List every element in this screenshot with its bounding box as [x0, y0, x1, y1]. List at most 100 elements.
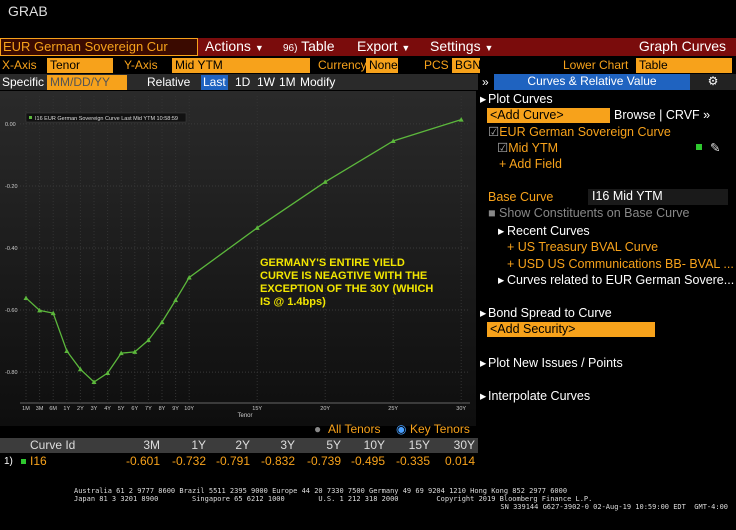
table-header: 5Y — [326, 438, 341, 452]
related-curves[interactable]: Curves related to EUR German Sovere... — [507, 273, 735, 287]
radio-label[interactable]: Key Tenors — [410, 422, 470, 436]
table-cell: -0.832 — [260, 454, 295, 468]
row-swatch — [21, 459, 26, 464]
table-header: 10Y — [363, 438, 385, 452]
recent-curve[interactable]: + USD US Communications BB- BVAL ... — [507, 257, 734, 271]
curve-point — [50, 310, 56, 316]
legend-box — [25, 112, 187, 123]
section-title[interactable]: Plot Curves — [488, 92, 553, 106]
radio-off[interactable]: ● — [314, 422, 322, 436]
x-tick-label: 6Y — [131, 406, 138, 412]
add-curve-field[interactable]: <Add Curve> — [487, 108, 610, 123]
curve-point — [37, 307, 43, 313]
table-cell: -0.495 — [350, 454, 385, 468]
window-title: GRAB — [8, 3, 48, 19]
section-arrow: ▸ — [480, 389, 487, 403]
y-tick-label: -0.20 — [5, 184, 18, 190]
table-cell: -0.335 — [395, 454, 430, 468]
y-tick-label: -0.60 — [5, 308, 18, 314]
table-cell: -0.601 — [125, 454, 160, 468]
field-name: Mid YTM — [508, 141, 558, 155]
date-field[interactable]: MM/DD/YY — [47, 75, 127, 90]
range-button[interactable]: 1W — [257, 75, 275, 89]
menu-label: Table — [301, 38, 335, 54]
panel-tab[interactable]: Curves & Relative Value — [494, 74, 690, 90]
table-header: 30Y — [453, 438, 475, 452]
lower-chart-field[interactable]: Table — [636, 58, 732, 73]
x-tick-label: 6M — [49, 406, 57, 412]
gear-icon[interactable]: ⚙ — [690, 74, 736, 90]
export-menu[interactable]: Export ▼ — [357, 38, 411, 54]
table-header: Curve Id — [30, 438, 76, 452]
collapse-icon[interactable]: » — [482, 75, 489, 89]
toolbar-label: Y-Axis — [124, 58, 158, 72]
pcs-field[interactable]: BGN — [452, 58, 481, 73]
section-title[interactable]: Plot New Issues / Points — [488, 356, 623, 370]
curve-point — [145, 337, 151, 343]
curve-name: EUR German Sovereign Curve — [499, 125, 671, 139]
range-button[interactable]: 1M — [279, 75, 296, 89]
section-title[interactable]: Interpolate Curves — [488, 389, 591, 403]
x-tick-label: 1M — [22, 406, 30, 412]
base-curve-label: Base Curve — [488, 190, 554, 204]
curve-point — [132, 349, 138, 354]
x-tick-label: 10Y — [184, 406, 194, 412]
security-field[interactable]: EUR German Sovereign Cur — [0, 38, 198, 56]
x-axis-label: Tenor — [237, 413, 252, 419]
actions-menu[interactable]: Actions ▼ — [205, 38, 264, 54]
x-tick-label: 1Y — [63, 406, 70, 412]
section-title[interactable]: Bond Spread to Curve — [488, 306, 612, 320]
table-cell: 0.014 — [444, 454, 475, 468]
footer-line: SN 339144 G627-3902-0 02-Aug-19 10:59:00… — [500, 503, 728, 511]
table-cell: -0.732 — [171, 454, 206, 468]
x-axis-field[interactable]: Tenor — [47, 58, 113, 73]
curve-point — [105, 370, 111, 376]
add-field-link[interactable]: + Add Field — [499, 157, 562, 171]
recent-curve[interactable]: + US Treasury BVAL Curve — [507, 240, 659, 254]
curve-point — [173, 297, 179, 303]
annotation: GERMANY'S ENTIRE YIELD — [260, 257, 405, 269]
menu-label: Settings — [430, 38, 481, 54]
table-header: 2Y — [235, 438, 250, 452]
add-security-field[interactable]: <Add Security> — [487, 322, 655, 337]
curve-point — [186, 274, 192, 280]
x-tick-label: 4Y — [104, 406, 111, 412]
radio-label[interactable]: All Tenors — [328, 422, 381, 436]
section-arrow: ▸ — [498, 273, 505, 287]
section-arrow: ▸ — [498, 224, 505, 238]
date-label: Specific — [2, 75, 45, 89]
settings-menu[interactable]: Settings ▼ — [430, 38, 494, 54]
x-tick-label: 2Y — [77, 406, 84, 412]
recent-curves-title[interactable]: Recent Curves — [507, 224, 590, 238]
x-tick-label: 30Y — [456, 406, 466, 412]
x-tick-label: 25Y — [388, 406, 398, 412]
curve-point — [322, 179, 328, 184]
menu-label: Actions — [205, 38, 251, 54]
base-curve-field[interactable]: I16 Mid YTM — [588, 189, 728, 205]
x-tick-label: 5Y — [118, 406, 125, 412]
currency-field[interactable]: None — [366, 58, 398, 73]
date-label: Relative — [147, 75, 191, 89]
field-item[interactable]: ☑Mid YTM — [497, 141, 558, 155]
constituents-option[interactable]: ■ Show Constituents on Base Curve — [488, 206, 690, 220]
option-label: Show Constituents on Base Curve — [499, 206, 690, 220]
color-swatch[interactable] — [696, 144, 702, 150]
y-axis-field[interactable]: Mid YTM — [172, 58, 310, 73]
curve-item[interactable]: ☑EUR German Sovereign Curve — [488, 125, 671, 139]
browse-link[interactable]: Browse | CRVF » — [614, 108, 711, 122]
x-tick-label: 3M — [36, 406, 44, 412]
curve-point — [390, 138, 396, 143]
y-tick-label: -0.40 — [5, 246, 18, 252]
range-button[interactable]: 1D — [235, 75, 251, 89]
curve-point — [118, 350, 124, 356]
y-tick-label: 0.00 — [5, 122, 16, 128]
range-button[interactable]: Last — [201, 75, 228, 90]
menu-number: 96) — [283, 43, 298, 54]
modify-button[interactable]: Modify — [300, 75, 336, 89]
table-menu[interactable]: 96) Table — [283, 39, 335, 56]
radio-on[interactable]: ◉ — [396, 422, 407, 436]
curve-id[interactable]: I16 — [30, 454, 47, 468]
edit-icon[interactable]: ✎ — [710, 141, 721, 155]
curve-point — [77, 366, 83, 372]
